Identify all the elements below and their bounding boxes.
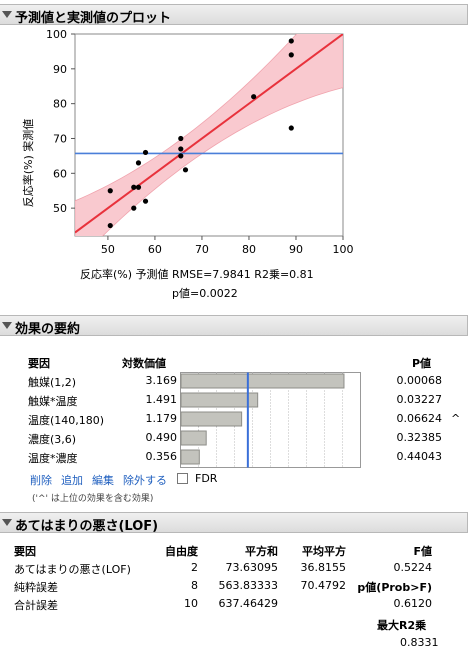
lof-cell-ms: 36.8155: [300, 561, 347, 574]
logworth-bar: [180, 392, 259, 408]
x-tick-label: 50: [101, 243, 115, 256]
lof-header-f: F値: [413, 545, 432, 558]
effect-source[interactable]: 触媒(1,2): [28, 376, 77, 389]
effects-header-pvalue: P値: [412, 357, 432, 370]
edit-effect-button[interactable]: 編集: [92, 474, 114, 487]
data-point[interactable]: [131, 205, 137, 211]
data-point[interactable]: [182, 167, 189, 173]
logworth-bar-chart: [180, 372, 361, 468]
effect-pvalue: 0.44043: [396, 450, 443, 463]
effects-header-logworth: 対数価値: [122, 357, 166, 370]
effect-logworth: 1.491: [145, 393, 178, 406]
data-point[interactable]: [288, 125, 294, 131]
logworth-bar: [180, 411, 243, 427]
y-tick-label: 50: [53, 202, 67, 215]
lof-cell-source: 純粋誤差: [14, 581, 58, 594]
logworth-bar: [180, 430, 207, 446]
effect-logworth: 0.490: [145, 431, 178, 444]
lof-cell-f: 0.6120: [393, 597, 433, 610]
effect-source[interactable]: 濃度(3,6): [28, 433, 77, 446]
lof-cell-f: 0.5224: [393, 561, 433, 574]
data-point[interactable]: [135, 184, 142, 190]
effect-pvalue: 0.32385: [396, 431, 443, 444]
plot-section-header[interactable]: 予測値と実測値のプロット: [0, 4, 468, 26]
fdr-label: FDR: [195, 472, 218, 485]
lof-cell-ss: 73.63095: [225, 561, 279, 574]
lof-cell-source: あてはまりの悪さ(LOF): [14, 563, 131, 576]
effect-source[interactable]: 温度*濃度: [28, 452, 78, 465]
effect-logworth: 0.356: [145, 450, 178, 463]
actual-by-predicted-plot: 反応率(%) 実測値 50 60 70 80 90 100 50 60 70 80 90 100: [21, 28, 354, 256]
effect-pvalue: 0.06624: [396, 412, 443, 425]
effects-header-source: 要因: [28, 357, 50, 370]
plot-section-title: 予測値と実測値のプロット: [15, 11, 172, 26]
lof-cell-df: 8: [191, 579, 198, 592]
effect-source[interactable]: 温度(140,180): [28, 414, 105, 427]
effect-logworth: 3.169: [145, 374, 178, 387]
x-tick-label: 100: [333, 243, 354, 256]
data-point[interactable]: [107, 188, 113, 194]
data-point[interactable]: [251, 94, 257, 100]
effects-section-title: 効果の要約: [15, 322, 81, 337]
disclosure-triangle-icon[interactable]: [2, 11, 12, 18]
effect-pvalue: 0.00068: [396, 374, 443, 387]
disclosure-triangle-icon[interactable]: [2, 322, 12, 329]
data-point[interactable]: [135, 160, 142, 166]
y-tick-label: 60: [53, 167, 67, 180]
lof-section-header[interactable]: あてはまりの悪さ(LOF): [0, 512, 468, 534]
x-tick-label: 70: [195, 243, 209, 256]
y-tick-label: 90: [53, 63, 67, 76]
y-axis-label: 反応率(%) 実測値: [21, 119, 35, 208]
effect-logworth: 1.179: [145, 412, 178, 425]
data-point[interactable]: [178, 135, 184, 142]
data-point[interactable]: [178, 153, 184, 159]
effect-source[interactable]: 触媒*温度: [28, 395, 78, 408]
effects-section-header[interactable]: 効果の要約: [0, 315, 468, 337]
lof-section-title: あてはまりの悪さ(LOF): [15, 519, 159, 534]
logworth-bar: [180, 373, 345, 389]
containing-effect-marker: ^: [451, 412, 461, 425]
data-point[interactable]: [107, 222, 113, 229]
pvalue-label: p値=0.0022: [172, 287, 238, 300]
max-r2-value: 0.8331: [400, 636, 439, 649]
logworth-bar: [180, 449, 200, 465]
data-point[interactable]: [142, 198, 149, 204]
effect-pvalue: 0.03227: [396, 393, 443, 406]
lof-header-source: 要因: [14, 545, 36, 558]
lof-cell-ms: 70.4792: [300, 579, 347, 592]
y-tick-label: 70: [53, 132, 67, 145]
exclude-effect-button[interactable]: 除外する: [123, 474, 167, 487]
y-tick-label: 100: [46, 28, 67, 41]
lof-cell-df: 2: [191, 561, 198, 574]
lof-cell-df: 10: [184, 597, 198, 610]
lof-header-df: 自由度: [165, 545, 198, 558]
data-point[interactable]: [288, 52, 294, 58]
data-point[interactable]: [178, 146, 184, 152]
add-effect-button[interactable]: 追加: [61, 474, 83, 487]
lof-cell-source: 合計誤差: [14, 599, 58, 612]
x-tick-label: 90: [289, 243, 303, 256]
effects-note: ('^' は上位の効果を含む効果): [32, 494, 154, 504]
data-point[interactable]: [131, 184, 137, 190]
x-tick-label: 60: [148, 243, 162, 256]
y-tick-label: 80: [53, 98, 67, 111]
data-point[interactable]: [288, 38, 294, 44]
lof-header-ss: 平方和: [245, 545, 278, 558]
max-r2-label: 最大R2乗: [377, 619, 427, 632]
data-point[interactable]: [142, 149, 149, 156]
lof-cell-ss: 563.83333: [218, 579, 279, 592]
fdr-checkbox[interactable]: [177, 473, 188, 484]
remove-effect-button[interactable]: 削除: [30, 474, 52, 487]
x-axis-label: 反応率(%) 予測値 RMSE=7.9841 R2乗=0.81: [80, 268, 314, 281]
lof-cell-f: p値(Prob>F): [357, 581, 432, 594]
x-tick-label: 80: [242, 243, 256, 256]
lof-cell-ss: 637.46429: [218, 597, 279, 610]
lof-header-ms: 平均平方: [302, 545, 346, 558]
disclosure-triangle-icon[interactable]: [2, 519, 12, 526]
fit-line: [75, 34, 343, 234]
